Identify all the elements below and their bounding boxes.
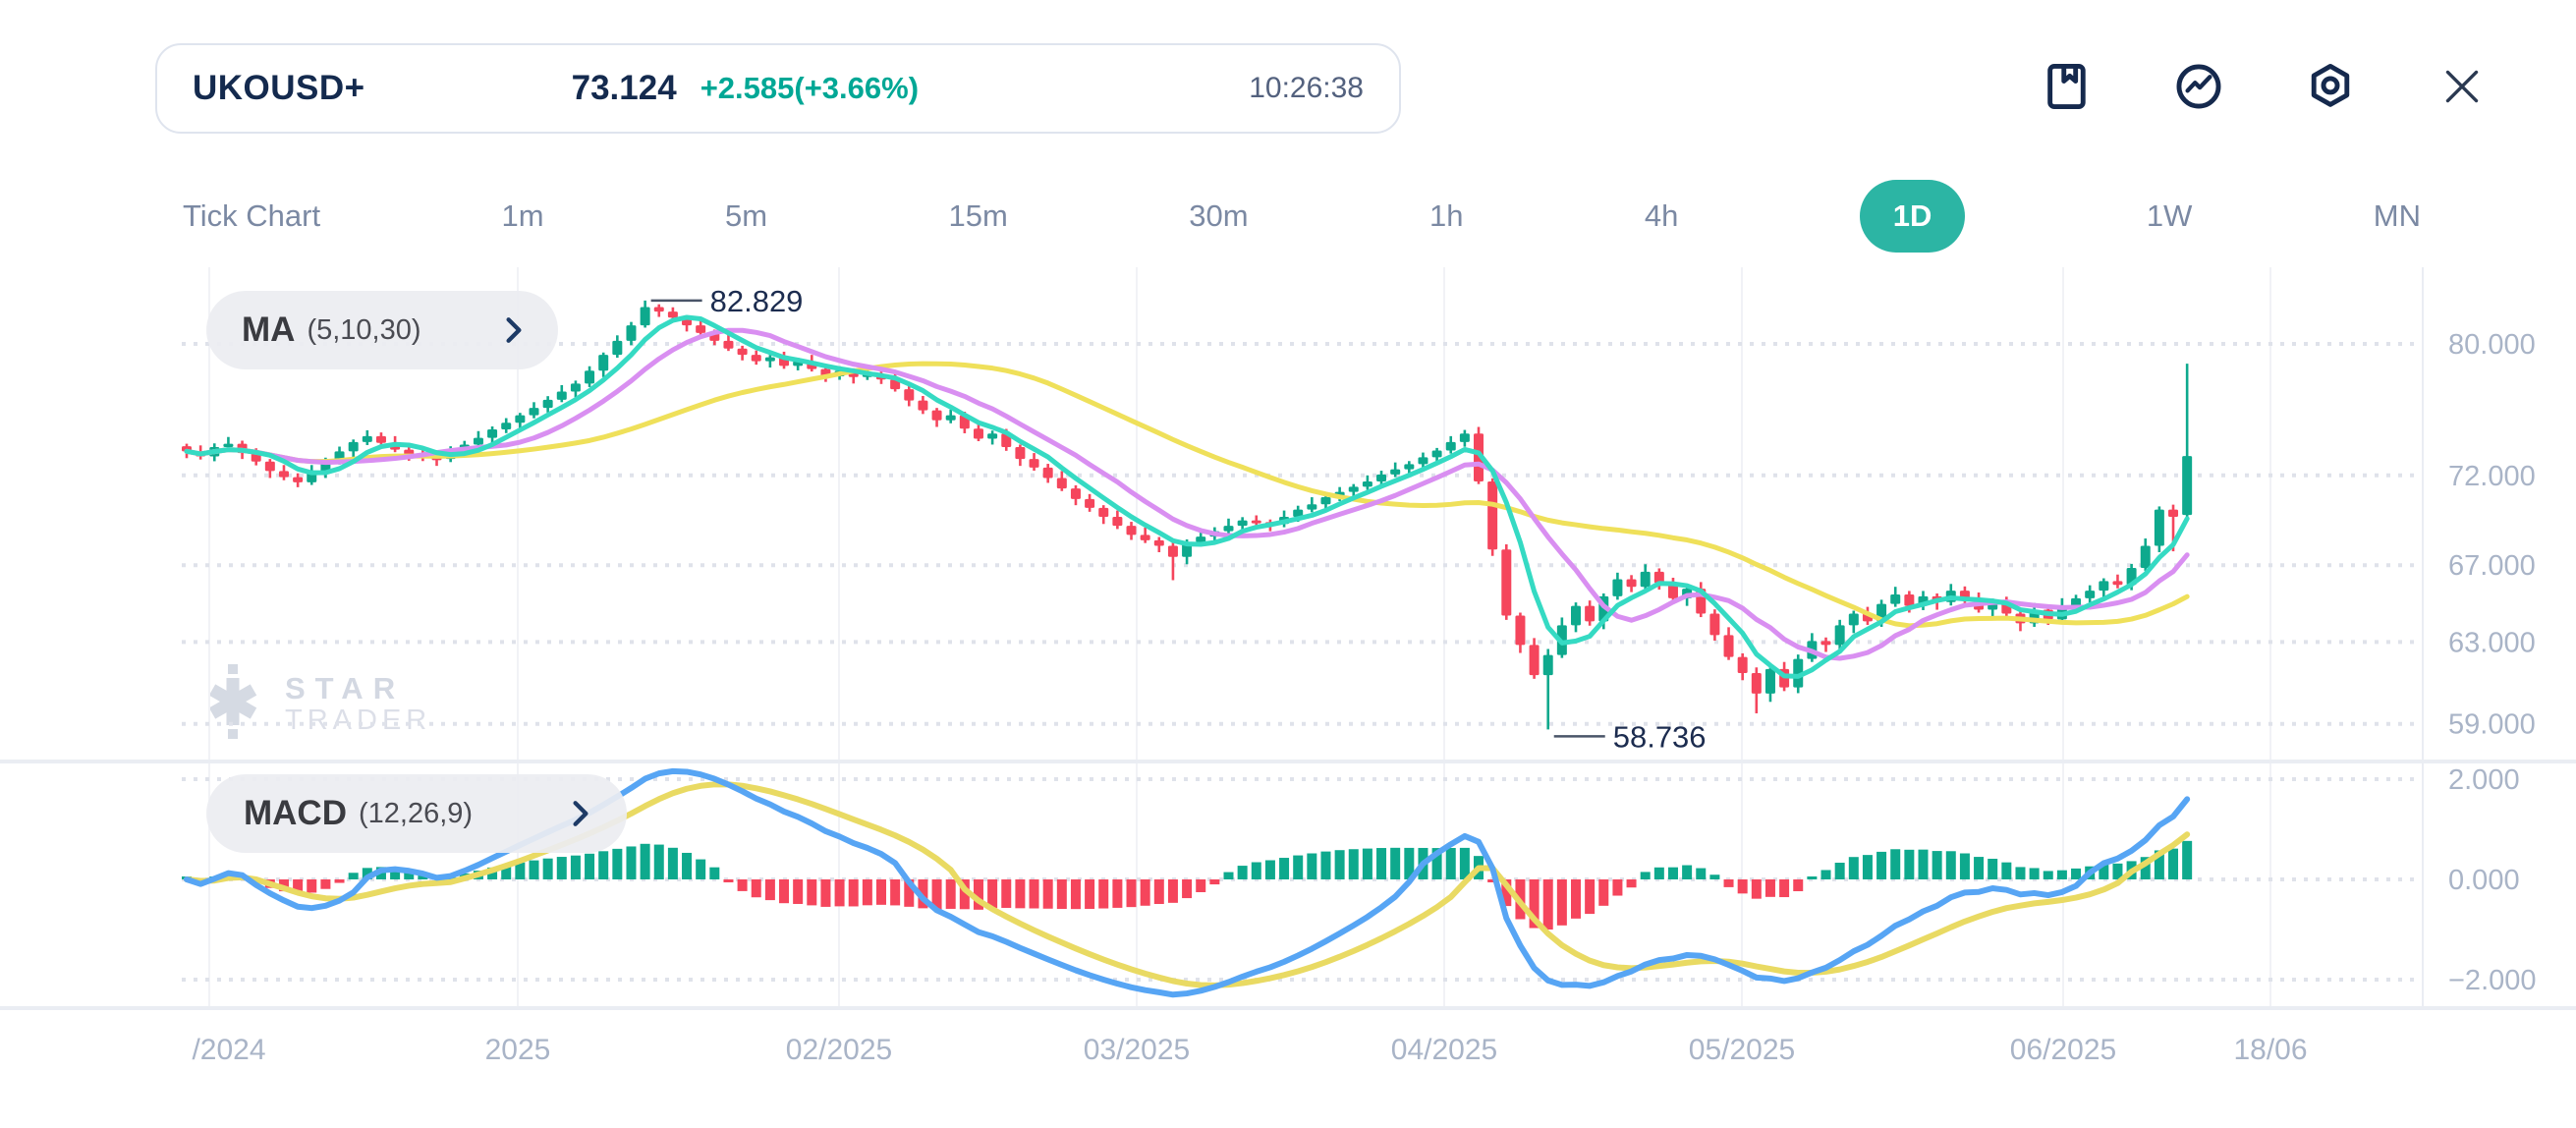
tab-5m[interactable]: 5m [725, 198, 768, 233]
brand-watermark: STAR TRADER [200, 664, 431, 744]
tab-1h[interactable]: 1h [1428, 198, 1464, 233]
chevron-right-icon [572, 800, 589, 827]
indicator-button[interactable] [2168, 57, 2229, 118]
ma-indicator-pill[interactable]: MA (5,10,30) [206, 291, 558, 369]
macd-tick-label: 2.000 [2448, 764, 2520, 796]
bookmark-button[interactable] [2037, 57, 2098, 118]
price-tick-label: 80.000 [2448, 329, 2536, 361]
date-tick-label: 03/2025 [1084, 1034, 1190, 1066]
price-tick-label: 59.000 [2448, 709, 2536, 741]
symbol-quote-pill[interactable]: UKOUSD+ 73.124 +2.585(+3.66%) 10:26:38 [155, 43, 1401, 134]
last-price: 73.124 [571, 69, 677, 107]
macd-indicator-name: MACD [244, 794, 347, 832]
date-tick-label: 04/2025 [1391, 1034, 1497, 1066]
close-button[interactable] [2432, 57, 2492, 118]
price-change: +2.585(+3.66%) [700, 71, 920, 105]
tab-1w[interactable]: 1W [2146, 198, 2193, 233]
high-annotation: 82.829 [710, 284, 804, 318]
price-tick-label: 67.000 [2448, 550, 2536, 582]
star-logo-icon [200, 664, 265, 744]
date-tick-label: 06/2025 [2010, 1034, 2116, 1066]
tab-30m[interactable]: 30m [1189, 198, 1249, 233]
macd-indicator-pill[interactable]: MACD (12,26,9) [206, 774, 627, 853]
macd-tick-label: 0.000 [2448, 865, 2520, 896]
symbol-name: UKOUSD+ [193, 69, 365, 107]
price-tick-label: 72.000 [2448, 461, 2536, 492]
ma-indicator-name: MA [242, 310, 296, 349]
indicator-icon [2173, 61, 2224, 115]
quote-time: 10:26:38 [1249, 72, 1364, 104]
gear-icon [2305, 61, 2356, 115]
date-tick-label: 02/2025 [786, 1034, 892, 1066]
ma-indicator-params: (5,10,30) [307, 313, 421, 346]
chevron-right-icon [505, 316, 523, 344]
date-tick-label: 18/06 [2233, 1034, 2307, 1066]
chart-toolbar [2037, 57, 2492, 118]
tab-4h[interactable]: 4h [1644, 198, 1679, 233]
date-tick-label: 05/2025 [1689, 1034, 1795, 1066]
macd-indicator-params: (12,26,9) [358, 797, 474, 829]
tab-mn[interactable]: MN [2373, 198, 2421, 233]
settings-button[interactable] [2300, 57, 2361, 118]
watermark-line1: STAR [285, 671, 406, 705]
date-tick-label: 2025 [485, 1034, 551, 1066]
tab-tick-chart[interactable]: Tick Chart [183, 198, 321, 233]
tab-1m[interactable]: 1m [501, 198, 544, 233]
tab-1d[interactable]: 1D [1859, 180, 1966, 253]
low-annotation: 58.736 [1613, 719, 1707, 754]
watermark-line2: TRADER [285, 704, 432, 736]
date-tick-label: /2024 [192, 1034, 265, 1066]
macd-tick-label: −2.000 [2448, 965, 2537, 996]
tab-15m[interactable]: 15m [948, 198, 1008, 233]
timeframe-tabs: Tick Chart 1m 5m 15m 30m 1h 4h 1D 1W MN [183, 179, 2421, 254]
price-tick-label: 63.000 [2448, 627, 2536, 658]
bookmark-icon [2042, 61, 2093, 115]
close-icon [2436, 60, 2489, 116]
